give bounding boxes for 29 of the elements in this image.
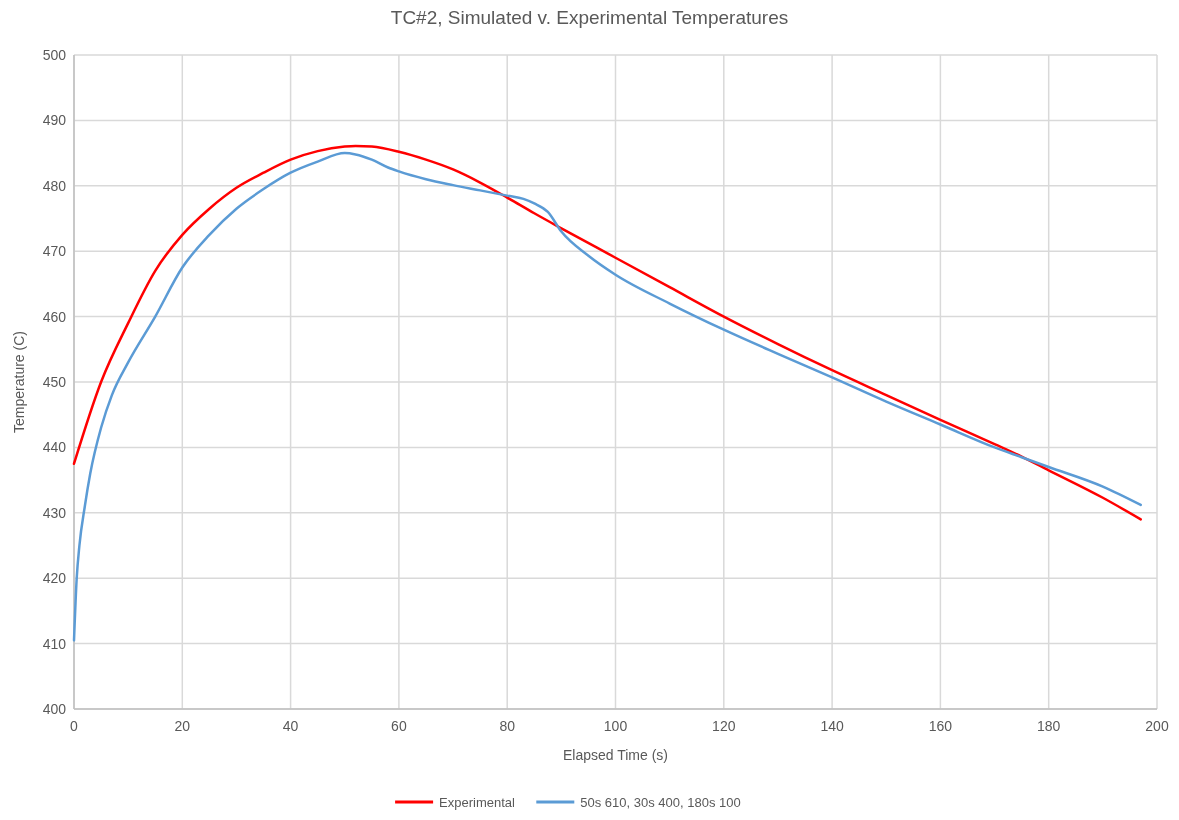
chart-title: TC#2, Simulated v. Experimental Temperatures — [390, 7, 789, 28]
legend-label: Experimental — [439, 794, 516, 810]
line-series — [72, 144, 1143, 521]
y-tick-label: 470 — [42, 243, 67, 260]
x-tick-label: 80 — [499, 718, 516, 734]
x-tick-label: 0 — [70, 718, 79, 734]
x-tick-label: 140 — [820, 718, 844, 734]
x-tick-label: 120 — [712, 718, 736, 734]
y-tick-label: 500 — [42, 46, 67, 63]
y-axis-title: Temperature (C) — [11, 331, 27, 433]
y-tick-label: 410 — [42, 635, 67, 652]
x-tick-label: 200 — [1145, 718, 1169, 734]
y-tick-label: 440 — [42, 439, 67, 456]
y-tick-label: 450 — [42, 373, 67, 390]
line-series — [72, 151, 1143, 642]
y-tick-label: 400 — [42, 700, 67, 717]
y-tick-label: 430 — [42, 504, 67, 521]
legend-label: 50s 610, 30s 400, 180s 100 — [580, 794, 741, 810]
y-tick-label: 460 — [42, 308, 67, 325]
x-tick-label: 180 — [1037, 718, 1061, 734]
x-tick-label: 20 — [174, 718, 191, 734]
y-tick-label: 480 — [42, 177, 67, 194]
x-tick-label: 100 — [603, 718, 628, 734]
y-tick-label: 490 — [42, 112, 67, 129]
x-axis-title: Elapsed Time (s) — [562, 747, 669, 763]
x-tick-label: 60 — [391, 718, 407, 734]
x-tick-label: 160 — [928, 718, 953, 734]
x-tick-label: 40 — [282, 718, 299, 734]
y-tick-label: 420 — [42, 570, 67, 587]
